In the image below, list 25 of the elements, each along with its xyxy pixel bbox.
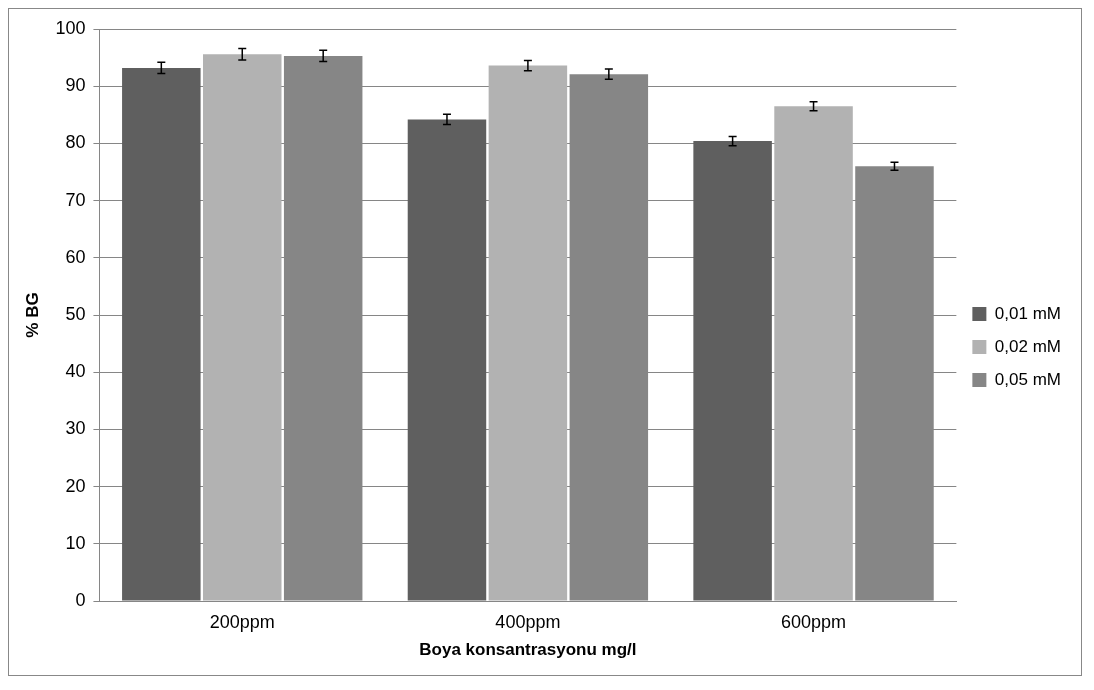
x-tick-label: 400ppm: [495, 611, 561, 632]
y-tick-label: 10: [65, 532, 86, 553]
legend-label: 0,05 mM: [994, 369, 1062, 389]
y-tick-label: 20: [65, 475, 86, 496]
bar: [407, 119, 487, 601]
y-tick-label: 40: [65, 361, 86, 382]
bar: [122, 67, 201, 601]
y-axis-title: % BG: [22, 292, 42, 338]
y-tick-label: 0: [75, 589, 86, 610]
y-tick-label: 90: [65, 75, 86, 96]
x-axis-title: Boya konsantrasyonu mg/l: [419, 640, 637, 660]
legend-label: 0,01 mM: [994, 303, 1062, 323]
bar: [203, 54, 282, 601]
legend-label: 0,02 mM: [994, 336, 1062, 356]
bar: [693, 141, 772, 601]
y-tick-label: 80: [65, 132, 86, 153]
y-tick-label: 60: [65, 246, 86, 267]
y-tick-label: 50: [65, 303, 86, 324]
y-tick-label: 100: [55, 17, 86, 38]
x-tick-label: 600ppm: [781, 611, 847, 632]
y-tick-label: 70: [65, 189, 86, 210]
bar: [774, 106, 853, 601]
bar: [488, 65, 568, 601]
x-tick-label: 200ppm: [209, 611, 275, 632]
y-tick-label: 30: [65, 418, 86, 439]
